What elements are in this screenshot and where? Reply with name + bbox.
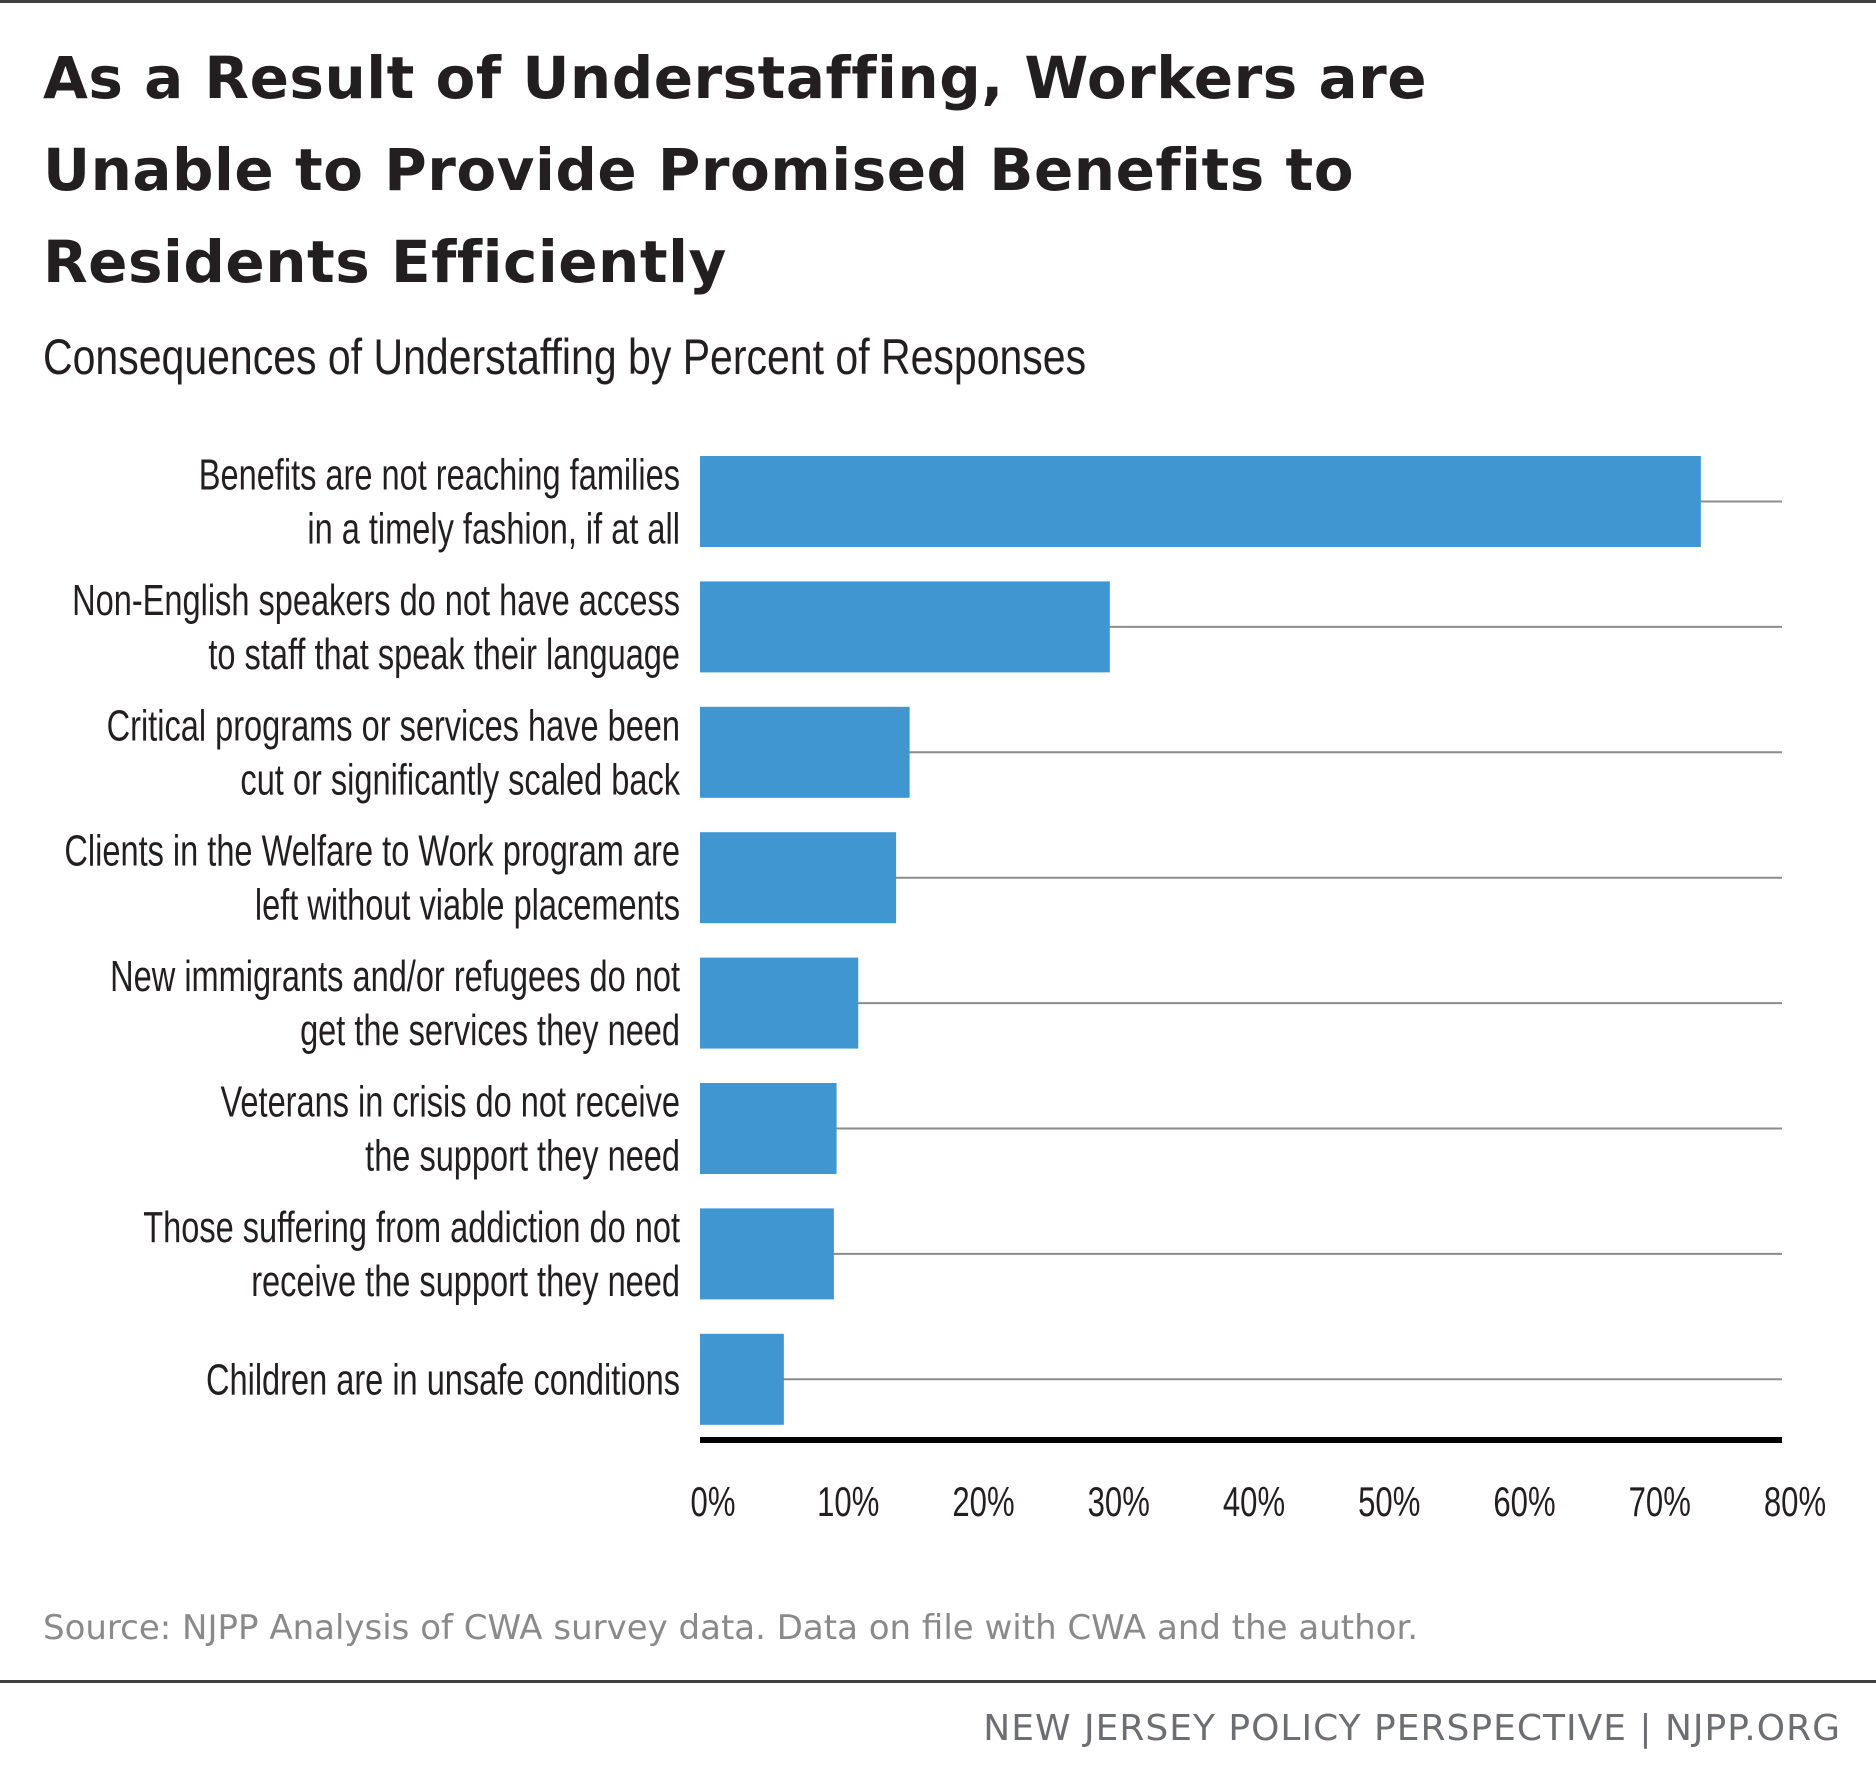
x-tick-label-70: 70% [1629, 1478, 1691, 1525]
chart-subtitle: Consequences of Understaffing by Percent… [43, 329, 1087, 385]
category-label-5: New immigrants and/or refugees do not get… [110, 952, 680, 1055]
category-label-7-line-2: receive the support they need [251, 1257, 680, 1306]
x-tick-labels: 0% 10% 20% 30% 40% 50% 60% 70% 80% [691, 1478, 1827, 1525]
footer-credit: NEW JERSEY POLICY PERSPECTIVE | NJPP.ORG [983, 1708, 1841, 1749]
bar-8 [700, 1333, 784, 1425]
category-label-5-line-1: New immigrants and/or refugees do not [110, 952, 680, 1001]
category-label-1-line-2: in a timely fashion, if at all [307, 505, 680, 554]
category-label-4: Clients in the Welfare to Work program a… [64, 827, 680, 930]
x-tick-label-20: 20% [952, 1478, 1014, 1525]
x-tick-label-80: 80% [1764, 1478, 1826, 1525]
category-label-2: Non-English speakers do not have access t… [72, 576, 680, 679]
category-label-6-line-2: the support they need [365, 1132, 680, 1181]
category-label-2-line-1: Non-English speakers do not have access [72, 576, 680, 625]
chart-title-line-3: Residents Efficiently [43, 228, 727, 296]
chart-title-line-1: As a Result of Understaffing, Workers ar… [43, 44, 1428, 112]
category-label-3-line-2: cut or significantly scaled back [240, 756, 680, 805]
category-label-6: Veterans in crisis do not receive the sup… [221, 1078, 680, 1181]
x-tick-label-30: 30% [1088, 1478, 1150, 1525]
category-label-1: Benefits are not reaching families in a t… [199, 451, 680, 554]
x-tick-label-0: 0% [691, 1478, 736, 1525]
chart-title: As a Result of Understaffing, Workers ar… [43, 32, 1643, 308]
category-label-6-line-1: Veterans in crisis do not receive [221, 1078, 680, 1127]
bar-3 [700, 706, 910, 798]
bar-chart: Benefits are not reaching families in a t… [64, 451, 1827, 1525]
bottom-rule [0, 1680, 1876, 1683]
source-note: Source: NJPP Analysis of CWA survey data… [43, 1608, 1419, 1648]
category-label-3-line-1: Critical programs or services have been [107, 702, 680, 751]
top-rule [0, 0, 1876, 3]
bar-5 [700, 957, 859, 1049]
chart-title-line-2: Unable to Provide Promised Benefits to [43, 136, 1355, 204]
x-tick-label-10: 10% [817, 1478, 879, 1525]
category-label-7-line-1: Those suffering from addiction do not [143, 1203, 680, 1252]
x-tick-label-40: 40% [1223, 1478, 1285, 1525]
bar-7 [700, 1208, 834, 1300]
category-label-7: Those suffering from addiction do not rec… [143, 1203, 680, 1306]
x-tick-label-60: 60% [1493, 1478, 1555, 1525]
bar-4 [700, 832, 897, 924]
category-label-4-line-2: left without viable placements [255, 881, 680, 930]
bar-2 [700, 581, 1110, 673]
bar-6 [700, 1083, 837, 1174]
category-label-2-line-2: to staff that speak their language [208, 630, 680, 679]
bars [700, 456, 1701, 1425]
bar-1 [700, 456, 1701, 547]
category-label-1-line-1: Benefits are not reaching families [199, 451, 680, 500]
x-tick-label-50: 50% [1358, 1478, 1420, 1525]
category-label-4-line-1: Clients in the Welfare to Work program a… [64, 827, 680, 876]
category-labels: Benefits are not reaching families in a t… [64, 451, 680, 1405]
category-label-3: Critical programs or services have been c… [107, 702, 681, 805]
category-label-5-line-2: get the services they need [300, 1006, 680, 1055]
category-label-8: Children are in unsafe conditions [206, 1356, 680, 1405]
category-label-8-line-1: Children are in unsafe conditions [206, 1356, 680, 1405]
